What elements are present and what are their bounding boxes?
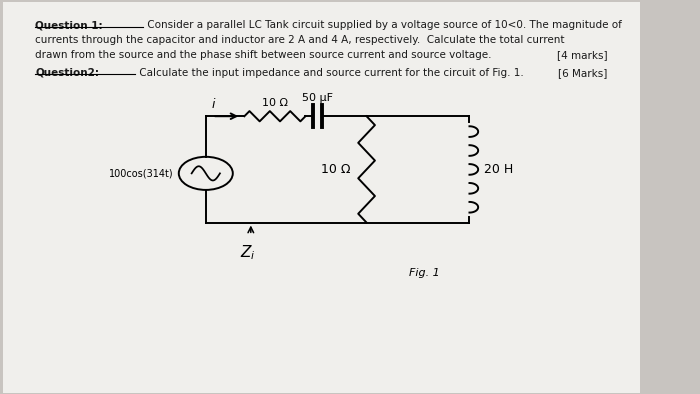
Text: drawn from the source and the phase shift between source current and source volt: drawn from the source and the phase shif… (36, 50, 492, 60)
Text: 20 H: 20 H (484, 163, 513, 176)
Text: [4 marks]: [4 marks] (557, 50, 608, 60)
Text: 50 μF: 50 μF (302, 93, 333, 103)
FancyBboxPatch shape (4, 2, 640, 393)
Text: [6 Marks]: [6 Marks] (559, 68, 608, 78)
Text: i: i (212, 98, 216, 111)
Text: Question 1:: Question 1: (36, 20, 103, 30)
Text: Consider a parallel LC Tank circuit supplied by a voltage source of 10<0. The ma: Consider a parallel LC Tank circuit supp… (144, 20, 622, 30)
Text: 10 Ω: 10 Ω (321, 163, 351, 176)
Text: Calculate the input impedance and source current for the circuit of Fig. 1.: Calculate the input impedance and source… (136, 68, 524, 78)
Text: Question2:: Question2: (36, 68, 99, 78)
Text: $Z_i$: $Z_i$ (239, 243, 255, 262)
Text: 10 Ω: 10 Ω (262, 98, 288, 108)
Text: currents through the capacitor and inductor are 2 A and 4 A, respectively.  Calc: currents through the capacitor and induc… (36, 35, 565, 45)
Text: Fig. 1: Fig. 1 (409, 268, 440, 278)
Text: 100cos(314t): 100cos(314t) (109, 168, 174, 178)
